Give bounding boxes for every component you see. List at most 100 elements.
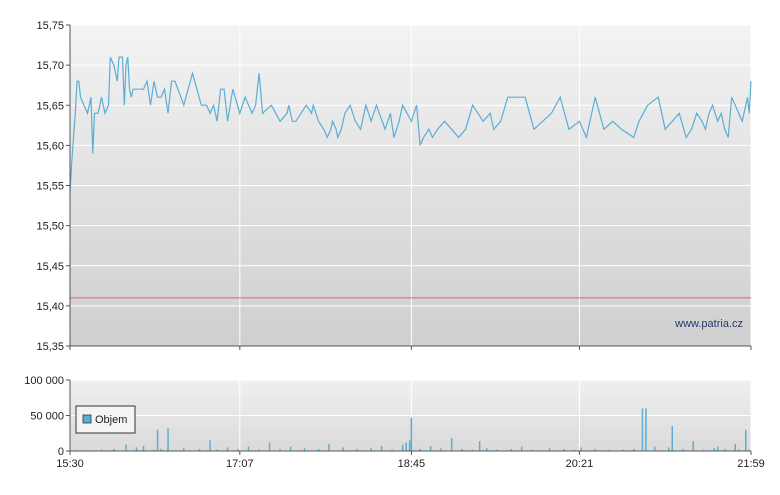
- price-y-tick-label: 15,70: [36, 60, 64, 72]
- price-y-tick-label: 15,45: [36, 261, 64, 273]
- volume-y-ticks: 100 000 50 000 0: [24, 375, 70, 458]
- volume-bar: [703, 449, 705, 451]
- volume-bar: [562, 448, 565, 451]
- volume-bar: [668, 447, 670, 451]
- volume-bar: [258, 449, 260, 451]
- volume-bar: [738, 449, 740, 451]
- volume-bar: [580, 447, 582, 451]
- volume-bar: [671, 426, 673, 451]
- price-y-tick-label: 15,55: [36, 181, 64, 193]
- volume-bar: [401, 444, 404, 451]
- volume-legend: Objem: [75, 405, 136, 434]
- x-tick-label: 18:45: [398, 458, 426, 470]
- volume-y-tick-label: 100 000: [24, 375, 64, 387]
- volume-bar: [391, 449, 393, 451]
- volume-bar: [183, 448, 185, 451]
- legend-swatch: [82, 414, 92, 424]
- volume-bar: [724, 448, 726, 451]
- volume-bar: [520, 446, 523, 451]
- volume-bar: [370, 448, 372, 451]
- price-vertical-gridlines: [239, 25, 752, 346]
- price-panel: 15,75 15,70 15,65 15,60 15,55 15,50 15,45 15,40…: [36, 20, 752, 353]
- volume-bar: [745, 429, 747, 451]
- volume-bar: [268, 442, 271, 451]
- volume-bar: [496, 449, 498, 451]
- volume-bar: [531, 449, 533, 451]
- volume-panel: 100 000 50 000 0 15:30 17:07 18:45 20:21 21:59…: [24, 375, 765, 470]
- volume-bar: [734, 443, 736, 451]
- volume-bar: [594, 448, 596, 451]
- volume-bar: [135, 447, 138, 451]
- volume-bar: [380, 446, 383, 451]
- x-tick-label: 15:30: [56, 458, 84, 470]
- watermark: www.patria.cz: [674, 318, 743, 330]
- volume-bar: [76, 449, 78, 451]
- price-x-ticks: [69, 346, 752, 350]
- volume-bar: [100, 449, 103, 451]
- legend-label: Objem: [95, 414, 127, 426]
- volume-bar: [548, 448, 551, 451]
- volume-bar: [209, 440, 211, 451]
- volume-bar: [510, 448, 512, 451]
- volume-bar: [573, 449, 575, 451]
- volume-bar: [419, 448, 421, 451]
- volume-bar: [478, 441, 481, 451]
- x-tick-label: 17:07: [226, 458, 254, 470]
- price-y-tick-label: 15,50: [36, 221, 64, 233]
- volume-bar: [153, 449, 155, 451]
- volume-bar: [156, 429, 159, 451]
- volume-bar: [279, 448, 281, 451]
- volume-bar: [237, 448, 239, 451]
- volume-bar: [461, 448, 463, 451]
- volume-bar: [692, 441, 694, 451]
- price-y-tick-label: 15,60: [36, 140, 64, 152]
- volume-bar: [633, 448, 635, 451]
- volume-bar: [645, 408, 647, 451]
- volume-bar: [113, 448, 115, 451]
- volume-bars: [76, 408, 750, 451]
- volume-bar: [125, 444, 127, 451]
- volume-bar: [641, 408, 644, 451]
- volume-bar: [429, 446, 432, 451]
- volume-bar: [405, 442, 407, 451]
- price-y-ticks: 15,75 15,70 15,65 15,60 15,55 15,50 15,45 15,40…: [36, 20, 70, 353]
- volume-y-tick-label: 50 000: [30, 411, 64, 423]
- volume-bar: [654, 446, 656, 451]
- price-y-tick-label: 15,40: [36, 301, 64, 313]
- volume-bar: [303, 448, 306, 451]
- volume-bar: [408, 440, 411, 451]
- volume-bar: [247, 446, 250, 451]
- volume-bar: [198, 448, 201, 451]
- price-y-tick-label: 15,65: [36, 100, 64, 112]
- volume-bar: [622, 449, 624, 451]
- volume-bar: [317, 448, 320, 451]
- volume-bar: [608, 449, 610, 451]
- volume-bar: [440, 448, 442, 451]
- volume-bar: [485, 448, 488, 451]
- volume-bar: [682, 448, 684, 451]
- volume-x-ticks: 15:30 17:07 18:45 20:21 21:59: [56, 451, 765, 470]
- volume-bar: [226, 447, 229, 451]
- volume-bar: [160, 448, 162, 451]
- volume-bar: [289, 446, 292, 451]
- volume-bar: [328, 443, 330, 451]
- price-series-line: [69, 56, 752, 194]
- price-y-tick-label: 15,75: [36, 20, 64, 32]
- volume-bar: [713, 448, 715, 451]
- volume-bar: [748, 449, 750, 451]
- volume-bar: [410, 417, 413, 451]
- volume-bar: [216, 449, 218, 451]
- volume-bar: [342, 447, 344, 451]
- volume-bar: [167, 428, 169, 451]
- volume-y-tick-label: 0: [58, 446, 64, 458]
- x-tick-label: 20:21: [566, 458, 594, 470]
- volume-bar: [142, 446, 145, 451]
- volume-bar: [450, 438, 453, 451]
- volume-bar: [717, 446, 719, 451]
- x-tick-label: 21:59: [737, 458, 765, 470]
- volume-bar: [356, 448, 358, 451]
- volume-bar: [471, 449, 474, 451]
- price-y-tick-label: 15,35: [36, 341, 64, 353]
